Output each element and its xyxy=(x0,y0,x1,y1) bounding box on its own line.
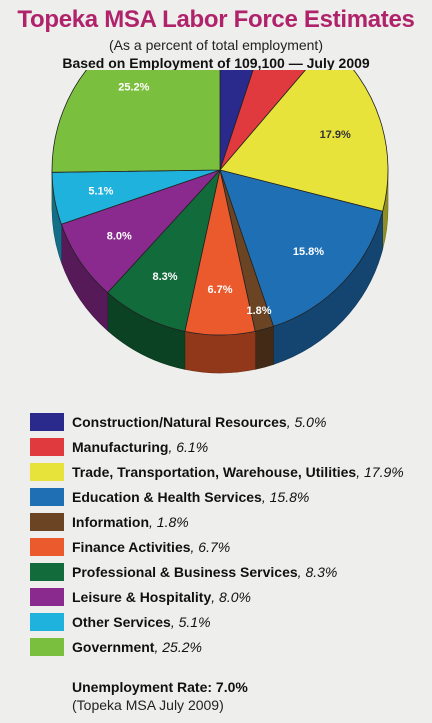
page-title: Topeka MSA Labor Force Estimates xyxy=(17,6,415,33)
legend-category: Education & Health Services xyxy=(72,489,262,505)
legend-category: Trade, Transportation, Warehouse, Utilit… xyxy=(72,464,357,480)
pie-labels: 5.0%6.1%17.9%15.8%1.8%6.7%8.3%8.0%5.1%25… xyxy=(88,70,351,317)
employment-basis: Based on Employment of 109,100 — July 20… xyxy=(62,55,370,71)
legend-label: Leisure & Hospitality, 8.0% xyxy=(72,589,251,605)
legend-label: Information, 1.8% xyxy=(72,514,189,530)
legend-item: Leisure & Hospitality, 8.0% xyxy=(30,588,425,613)
legend-value: , 8.3% xyxy=(297,564,338,580)
legend-label: Finance Activities, 6.7% xyxy=(72,539,230,555)
legend-category: Manufacturing xyxy=(72,439,169,455)
legend-item: Finance Activities, 6.7% xyxy=(30,538,425,563)
legend-value: , 6.1% xyxy=(168,439,209,455)
page-subtitle: (As a percent of total employment) xyxy=(109,37,323,53)
legend-label: Manufacturing, 6.1% xyxy=(72,439,208,455)
legend-swatch xyxy=(30,563,64,581)
pie-slice-professional-business-services xyxy=(107,168,221,332)
pie-label-information: 1.8% xyxy=(247,305,272,317)
legend-swatch xyxy=(30,488,64,506)
legend-item: Trade, Transportation, Warehouse, Utilit… xyxy=(30,463,425,488)
pie-slice-government xyxy=(51,70,221,173)
pie-slice-trade-transportation-warehouse-utilities xyxy=(219,70,389,212)
legend-item: Information, 1.8% xyxy=(30,513,425,538)
pie-chart: 5.0%6.1%17.9%15.8%1.8%6.7%8.3%8.0%5.1%25… xyxy=(51,70,389,374)
legend-label: Construction/Natural Resources, 5.0% xyxy=(72,414,326,430)
legend-category: Construction/Natural Resources xyxy=(72,414,287,430)
legend-swatch xyxy=(30,538,64,556)
legend-value: , 1.8% xyxy=(149,514,189,530)
legend-value: , 5.1% xyxy=(170,614,211,630)
pie-slice-education-health-services xyxy=(219,169,384,327)
pie-top xyxy=(51,70,389,336)
legend-swatch xyxy=(30,438,64,456)
pie-side-information xyxy=(254,326,274,370)
pie-label-trade-transportation-warehouse-utilities: 17.9% xyxy=(320,129,351,141)
legend-label: Trade, Transportation, Warehouse, Utilit… xyxy=(72,464,404,480)
pie-label-finance-activities: 6.7% xyxy=(207,284,232,296)
legend-category: Leisure & Hospitality xyxy=(72,589,212,605)
legend-category: Information xyxy=(72,514,149,530)
legend-item: Construction/Natural Resources, 5.0% xyxy=(30,413,425,438)
pie-label-education-health-services: 15.8% xyxy=(293,246,324,258)
legend-value: , 15.8% xyxy=(261,489,310,505)
legend: Construction/Natural Resources, 5.0% Manu… xyxy=(30,413,425,663)
legend-swatch xyxy=(30,513,64,531)
pie-label-manufacturing: 6.1% xyxy=(266,70,291,73)
unemployment-rate: Unemployment Rate: 7.0% xyxy=(72,679,248,695)
pie-label-professional-business-services: 8.3% xyxy=(152,271,177,283)
legend-swatch xyxy=(30,638,64,656)
legend-item: Manufacturing, 6.1% xyxy=(30,438,425,463)
legend-value: , 25.2% xyxy=(154,639,202,655)
legend-swatch xyxy=(30,613,64,631)
unemployment-note: (Topeka MSA July 2009) xyxy=(72,697,224,713)
legend-swatch xyxy=(30,588,64,606)
legend-category: Professional & Business Services xyxy=(72,564,298,580)
legend-swatch xyxy=(30,463,64,481)
legend-category: Government xyxy=(72,639,155,655)
legend-label: Government, 25.2% xyxy=(72,639,202,655)
legend-value: , 5.0% xyxy=(286,414,327,430)
legend-item: Other Services, 5.1% xyxy=(30,613,425,638)
legend-item: Professional & Business Services, 8.3% xyxy=(30,563,425,588)
legend-category: Other Services xyxy=(72,614,171,630)
legend-value: , 8.0% xyxy=(211,589,251,605)
legend-label: Professional & Business Services, 8.3% xyxy=(72,564,337,580)
pie-sides xyxy=(51,169,389,374)
legend-label: Other Services, 5.1% xyxy=(72,614,211,630)
pie-side-finance-activities xyxy=(184,330,256,374)
legend-item: Government, 25.2% xyxy=(30,638,425,663)
legend-item: Education & Health Services, 15.8% xyxy=(30,488,425,513)
legend-label: Education & Health Services, 15.8% xyxy=(72,489,309,505)
pie-label-other-services: 5.1% xyxy=(88,186,113,198)
pie-label-government: 25.2% xyxy=(118,82,149,94)
legend-value: , 6.7% xyxy=(190,539,231,555)
legend-swatch xyxy=(30,413,64,431)
pie-label-leisure-hospitality: 8.0% xyxy=(107,231,132,243)
legend-value: , 17.9% xyxy=(356,464,404,480)
legend-category: Finance Activities xyxy=(72,539,191,555)
